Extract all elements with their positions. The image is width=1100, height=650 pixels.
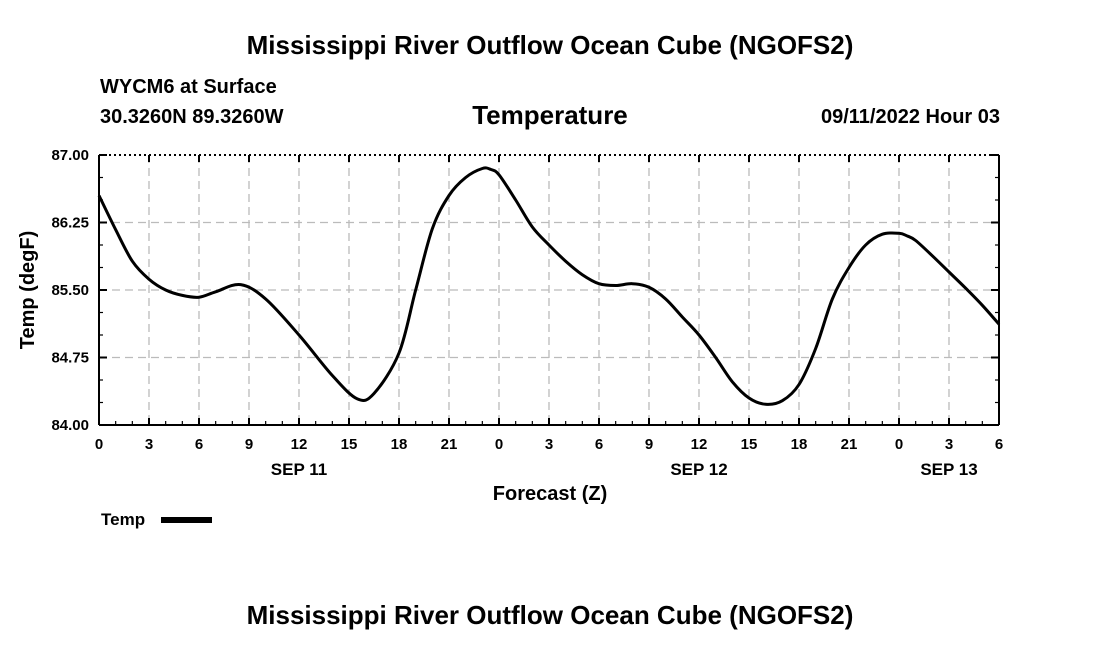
- x-tick-label: 3: [545, 436, 553, 453]
- label-layer: 0 3 6 9 12 15 18 21 0 3 6 9 12 15 18 21 0 3 6 84.00 84.75 85.…: [51, 147, 1003, 479]
- x-tick-label: 15: [341, 436, 358, 453]
- x-tick-label: 6: [995, 436, 1003, 453]
- y-tick-label: 85.50: [51, 282, 89, 299]
- grid-layer: [99, 155, 999, 425]
- y-tick-label: 84.75: [51, 350, 89, 367]
- temp-series-line: [97, 166, 1001, 406]
- day-label: SEP 13: [920, 460, 977, 479]
- legend-swatch: [161, 517, 212, 523]
- series-layer: [97, 166, 1001, 406]
- y-tick-label: 86.25: [51, 215, 89, 232]
- datetime-label: 09/11/2022 Hour 03: [820, 106, 1000, 128]
- chart-title: Temperature: [472, 100, 628, 130]
- day-label: SEP 12: [670, 460, 727, 479]
- x-tick-label: 3: [945, 436, 953, 453]
- footer-title: Mississippi River Outflow Ocean Cube (NG…: [246, 600, 854, 630]
- y-axis-label: Temp (degF): [17, 231, 39, 350]
- day-label: SEP 11: [271, 460, 327, 479]
- x-tick-label: 9: [645, 436, 653, 453]
- x-tick-label: 12: [691, 436, 708, 453]
- y-tick-label: 87.00: [51, 147, 89, 164]
- x-tick-label: 18: [791, 436, 808, 453]
- x-tick-label: 3: [145, 436, 153, 453]
- x-tick-label: 21: [841, 436, 858, 453]
- x-tick-label: 21: [441, 436, 458, 453]
- x-tick-label: 18: [391, 436, 408, 453]
- x-tick-label: 0: [895, 436, 903, 453]
- x-tick-label: 15: [741, 436, 758, 453]
- x-tick-label: 0: [495, 436, 503, 453]
- main-title: Mississippi River Outflow Ocean Cube (NG…: [246, 30, 854, 60]
- x-tick-label: 12: [291, 436, 308, 453]
- x-axis-label: Forecast (Z): [493, 483, 607, 505]
- coordinates-label: 30.3260N 89.3260W: [100, 106, 284, 128]
- axis-layer: [98, 154, 1000, 426]
- x-tick-label: 0: [95, 436, 103, 453]
- x-tick-label: 6: [195, 436, 203, 453]
- x-tick-label: 9: [245, 436, 253, 453]
- legend-label: Temp: [101, 510, 145, 529]
- x-tick-label: 6: [595, 436, 603, 453]
- station-label: WYCM6 at Surface: [100, 76, 277, 98]
- y-tick-label: 84.00: [51, 417, 89, 434]
